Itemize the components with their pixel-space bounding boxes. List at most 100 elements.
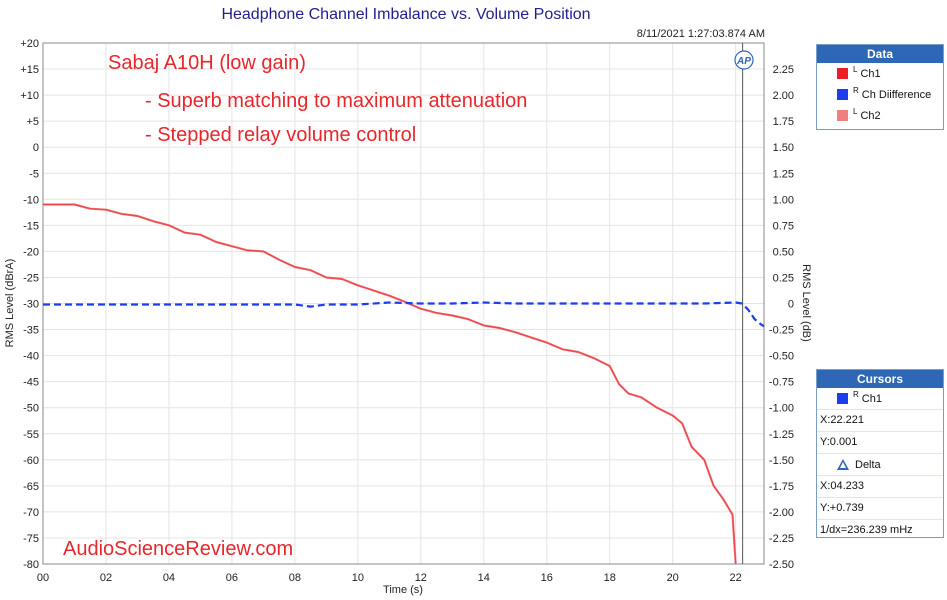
ap-logo: AP xyxy=(734,50,754,70)
y-left-tick-label: -30 xyxy=(23,299,39,311)
legend-label: Ch1 xyxy=(860,67,881,80)
y-left-tick-label: -55 xyxy=(23,429,39,441)
x-tick-label: 12 xyxy=(415,572,427,584)
ap-logo-text: AP xyxy=(736,56,751,67)
data-legend-panel: Data L Ch1 R Ch Diifference L Ch2 xyxy=(816,44,944,130)
y-left-tick-label: -45 xyxy=(23,377,39,389)
y-right-tick-label: -0.50 xyxy=(769,351,794,363)
cursor-y-value: Y:0.001 xyxy=(817,431,943,453)
cursor-channel[interactable]: R Ch1 xyxy=(817,388,943,409)
y-right-tick-label: 1.50 xyxy=(773,142,794,154)
y-right-tick-label: 0.75 xyxy=(773,220,794,232)
legend-item-ch-difference[interactable]: R Ch Diifference xyxy=(817,84,943,105)
legend-label: Ch Diifference xyxy=(861,88,932,101)
delta-label: Delta xyxy=(855,458,881,471)
x-tick-label: 16 xyxy=(541,572,553,584)
legend-channel-marker: L xyxy=(853,107,858,116)
annotation-line-1: - Superb matching to maximum attenuation xyxy=(145,90,527,112)
x-tick-label: 10 xyxy=(352,572,364,584)
y-right-tick-label: -1.00 xyxy=(769,403,794,415)
cursors-panel: Cursors R Ch1 X:22.221 Y:0.001 Delta X:0… xyxy=(816,369,944,538)
y-left-tick-label: -65 xyxy=(23,481,39,493)
x-tick-label: 14 xyxy=(478,572,490,584)
y-left-axis-label: RMS Level (dBrA) xyxy=(4,259,16,348)
y-right-tick-label: 1.25 xyxy=(773,168,794,180)
y-left-tick-label: +20 xyxy=(20,38,39,50)
y-left-tick-label: -40 xyxy=(23,351,39,363)
y-right-tick-label: 0.25 xyxy=(773,272,794,284)
x-axis-ticks: 00 02 04 06 08 10 12 14 16 18 20 22 xyxy=(37,572,742,584)
y-left-tick-label: +15 xyxy=(20,64,39,76)
legend-item-ch2[interactable]: L Ch2 xyxy=(817,105,943,126)
y-right-tick-label: 1.00 xyxy=(773,194,794,206)
y-right-axis-label: RMS Level (dB) xyxy=(800,264,812,342)
y-left-tick-label: +5 xyxy=(26,116,39,128)
legend-swatch xyxy=(837,68,848,79)
y-left-tick-label: -50 xyxy=(23,403,39,415)
y-left-tick-label: -20 xyxy=(23,246,39,258)
y-right-tick-label: -1.75 xyxy=(769,481,794,493)
x-tick-label: 18 xyxy=(604,572,616,584)
y-left-tick-label: -70 xyxy=(23,507,39,519)
cursor-swatch xyxy=(837,393,848,404)
y-right-tick-label: 2.00 xyxy=(773,90,794,102)
y-right-tick-label: -2.50 xyxy=(769,559,794,571)
y-right-tick-label: -2.00 xyxy=(769,507,794,519)
x-tick-label: 00 xyxy=(37,572,49,584)
annotation-line-2: - Stepped relay volume control xyxy=(145,124,416,146)
y-right-tick-label: 2.25 xyxy=(773,64,794,76)
legend-label: Ch2 xyxy=(860,109,881,122)
legend-channel-marker: R xyxy=(853,86,859,95)
annotation-title: Sabaj A10H (low gain) xyxy=(108,52,306,74)
cursor-channel-marker: R xyxy=(853,390,859,399)
x-axis-label: Time (s) xyxy=(383,584,423,596)
y-right-axis-ticks: 2.25 2.00 1.75 1.50 1.25 1.00 0.75 0.50 0.25 0 -0.… xyxy=(769,64,794,571)
y-right-tick-label: 0 xyxy=(788,299,794,311)
y-right-tick-label: -1.50 xyxy=(769,455,794,467)
y-right-tick-label: -2.25 xyxy=(769,533,794,545)
y-right-tick-label: -1.25 xyxy=(769,429,794,441)
timestamp: 8/11/2021 1:27:03.874 AM xyxy=(637,28,765,40)
x-tick-label: 04 xyxy=(163,572,175,584)
y-left-tick-label: -15 xyxy=(23,220,39,232)
cursor-x-value: X:22.221 xyxy=(817,409,943,431)
series-line-ch2 xyxy=(43,203,737,565)
x-tick-label: 20 xyxy=(667,572,679,584)
delta-x-value: X:04.233 xyxy=(817,475,943,497)
delta-toggle[interactable]: Delta xyxy=(817,453,943,475)
cursors-title: Cursors xyxy=(817,370,943,388)
x-tick-label: 08 xyxy=(289,572,301,584)
x-tick-label: 02 xyxy=(100,572,112,584)
delta-frequency: 1/dx=236.239 mHz xyxy=(817,519,943,541)
y-right-tick-label: 1.75 xyxy=(773,116,794,128)
y-left-tick-label: -60 xyxy=(23,455,39,467)
legend-swatch xyxy=(837,89,848,100)
y-right-tick-label: -0.75 xyxy=(769,377,794,389)
series-line-ch1 xyxy=(43,203,737,565)
legend-item-ch1[interactable]: L Ch1 xyxy=(817,63,943,84)
ap-logo-icon xyxy=(734,50,754,70)
y-left-tick-label: -10 xyxy=(23,194,39,206)
data-legend-title: Data xyxy=(817,45,943,63)
delta-y-value: Y:+0.739 xyxy=(817,497,943,519)
grid xyxy=(42,42,764,565)
y-left-tick-label: -75 xyxy=(23,533,39,545)
y-left-tick-label: -25 xyxy=(23,272,39,284)
y-left-tick-label: +10 xyxy=(20,90,39,102)
legend-channel-marker: L xyxy=(853,65,858,74)
chart-title: Headphone Channel Imbalance vs. Volume P… xyxy=(221,6,590,23)
x-tick-label: 22 xyxy=(730,572,742,584)
y-right-tick-label: 0.50 xyxy=(773,246,794,258)
cursor-channel-label: Ch1 xyxy=(861,392,882,405)
watermark: AudioScienceReview.com xyxy=(63,538,293,560)
series-line-ch-diifference xyxy=(43,301,765,328)
y-left-tick-label: -35 xyxy=(23,325,39,337)
y-left-tick-label: -80 xyxy=(23,559,39,571)
y-right-tick-label: -0.25 xyxy=(769,325,794,337)
y-left-tick-label: 0 xyxy=(33,142,39,154)
legend-swatch xyxy=(837,110,848,121)
y-left-tick-label: -5 xyxy=(29,168,39,180)
y-left-axis-ticks: +20 +15 +10 +5 0 -5 -10 -15 -20 -25 -30 -35 -40 -45 -5… xyxy=(20,38,39,571)
x-tick-label: 06 xyxy=(226,572,238,584)
